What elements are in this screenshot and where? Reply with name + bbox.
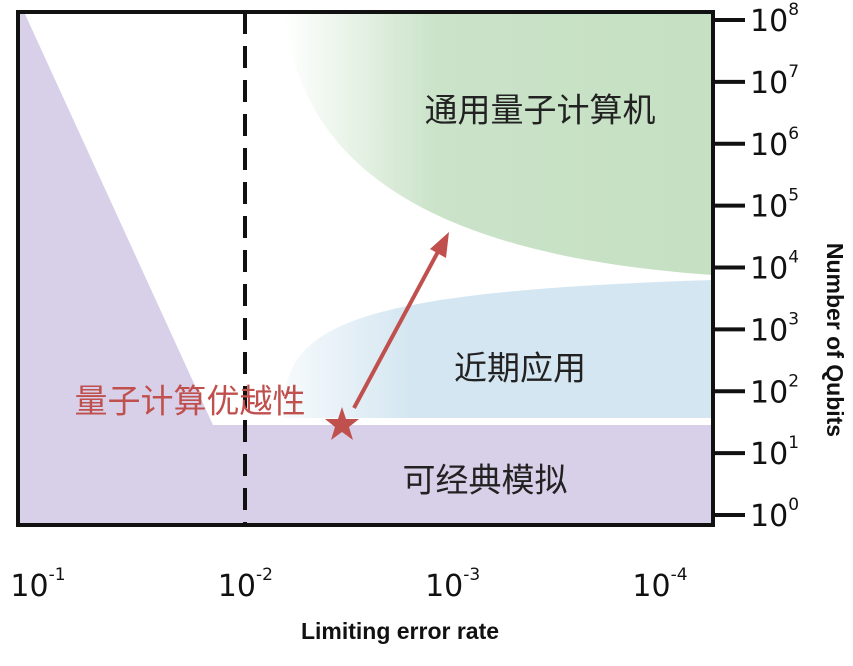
tick-base: 10 xyxy=(425,569,463,604)
near-term-region xyxy=(283,280,713,418)
tick-exp: 6 xyxy=(788,124,799,144)
tick-base: 10 xyxy=(10,569,48,604)
tick-base: 10 xyxy=(750,65,788,100)
region-label: 通用量子计算机 xyxy=(425,91,656,130)
tick-base: 10 xyxy=(750,313,788,348)
annotation: 量子计算优越性 xyxy=(75,382,306,421)
arrow-head xyxy=(430,232,449,258)
tick-exp: 2 xyxy=(788,371,799,391)
tick-label: 108 xyxy=(750,0,799,39)
tick-exp: -4 xyxy=(671,565,688,585)
ticks: 10-1 10-2 10-3 10-4100101102103104105106107… xyxy=(10,0,799,604)
tick-label: 10-2 xyxy=(218,565,273,604)
tick-exp: 8 xyxy=(788,0,799,20)
arrow-shaft xyxy=(352,247,442,409)
tick-base: 10 xyxy=(750,375,788,410)
region-label: 可经典模拟 xyxy=(403,461,568,500)
tick-label: 10-1 xyxy=(10,565,65,604)
tick-base: 10 xyxy=(218,569,256,604)
tick-exp: 7 xyxy=(788,62,799,82)
tick-exp: 5 xyxy=(788,186,799,206)
tick-label: 106 xyxy=(750,124,799,163)
tick-base: 10 xyxy=(750,437,788,472)
tick-exp: 0 xyxy=(788,495,799,515)
y-axis-label: Number of Qubits xyxy=(822,243,848,437)
tick-base: 10 xyxy=(750,251,788,286)
tick-exp: -2 xyxy=(256,565,273,585)
star xyxy=(325,407,359,440)
tick-label: 10-3 xyxy=(425,565,480,604)
tick-base: 10 xyxy=(750,4,788,39)
tick-exp: -1 xyxy=(49,565,66,585)
tick-exp: -3 xyxy=(463,565,480,585)
tick-label: 100 xyxy=(750,495,799,534)
tick-label: 101 xyxy=(750,433,799,472)
region-label: 近期应用 xyxy=(454,349,586,388)
tick-base: 10 xyxy=(750,127,788,162)
tick-base: 10 xyxy=(750,189,788,224)
universal-region xyxy=(285,14,713,275)
tick-exp: 4 xyxy=(788,248,799,268)
tick-label: 104 xyxy=(750,248,799,287)
tick-base: 10 xyxy=(750,499,788,534)
tick-exp: 1 xyxy=(788,433,799,453)
tick-label: 107 xyxy=(750,62,799,101)
classical-region xyxy=(18,12,713,525)
tick-label: 103 xyxy=(750,309,799,348)
tick-label: 105 xyxy=(750,186,799,225)
tick-base: 10 xyxy=(632,569,670,604)
tick-label: 10-4 xyxy=(632,565,687,604)
tick-label: 102 xyxy=(750,371,799,410)
tick-exp: 3 xyxy=(788,309,799,329)
x-axis-label: Limiting error rate xyxy=(301,618,499,644)
